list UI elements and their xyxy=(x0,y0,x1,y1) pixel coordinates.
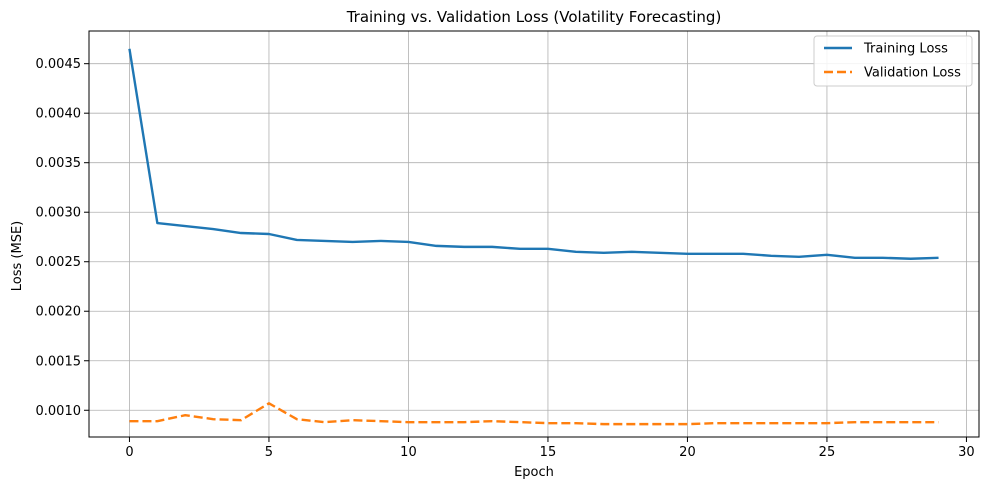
axis-ticks: 0 5 10 15 20 25 30 0.0010 0.0015 0.0020 0.0025 0.00… xyxy=(36,57,975,460)
chart-title: Training vs. Validation Loss (Volatility… xyxy=(346,8,722,26)
series-line-validation-loss xyxy=(129,402,939,426)
x-tick-label: 5 xyxy=(265,445,273,460)
x-tick-label: 20 xyxy=(679,445,696,460)
plot-frame xyxy=(88,30,980,438)
y-tick-label: 0.0045 xyxy=(36,57,82,72)
x-tick-label: 0 xyxy=(125,445,133,460)
x-axis-label: Epoch xyxy=(514,465,554,480)
x-tick-label: 25 xyxy=(819,445,836,460)
legend-label: Training Loss xyxy=(863,42,948,57)
series-lines xyxy=(128,48,939,426)
y-tick-label: 0.0010 xyxy=(36,404,82,419)
x-tick-label: 30 xyxy=(958,445,975,460)
x-tick-label: 10 xyxy=(400,445,417,460)
y-tick-label: 0.0015 xyxy=(36,354,82,369)
y-axis-label: Loss (MSE) xyxy=(10,221,25,291)
x-tick-label: 15 xyxy=(540,445,557,460)
y-tick-label: 0.0035 xyxy=(36,156,82,171)
legend-box xyxy=(813,35,973,87)
grid xyxy=(89,31,979,437)
y-tick-label: 0.0025 xyxy=(36,255,82,270)
y-tick-label: 0.0040 xyxy=(36,107,82,122)
series-line-training-loss xyxy=(128,48,939,260)
legend-label: Validation Loss xyxy=(864,66,961,81)
y-tick-label: 0.0020 xyxy=(36,305,82,320)
y-tick-label: 0.0030 xyxy=(36,206,82,221)
legend: Training Loss Validation Loss xyxy=(813,35,973,87)
